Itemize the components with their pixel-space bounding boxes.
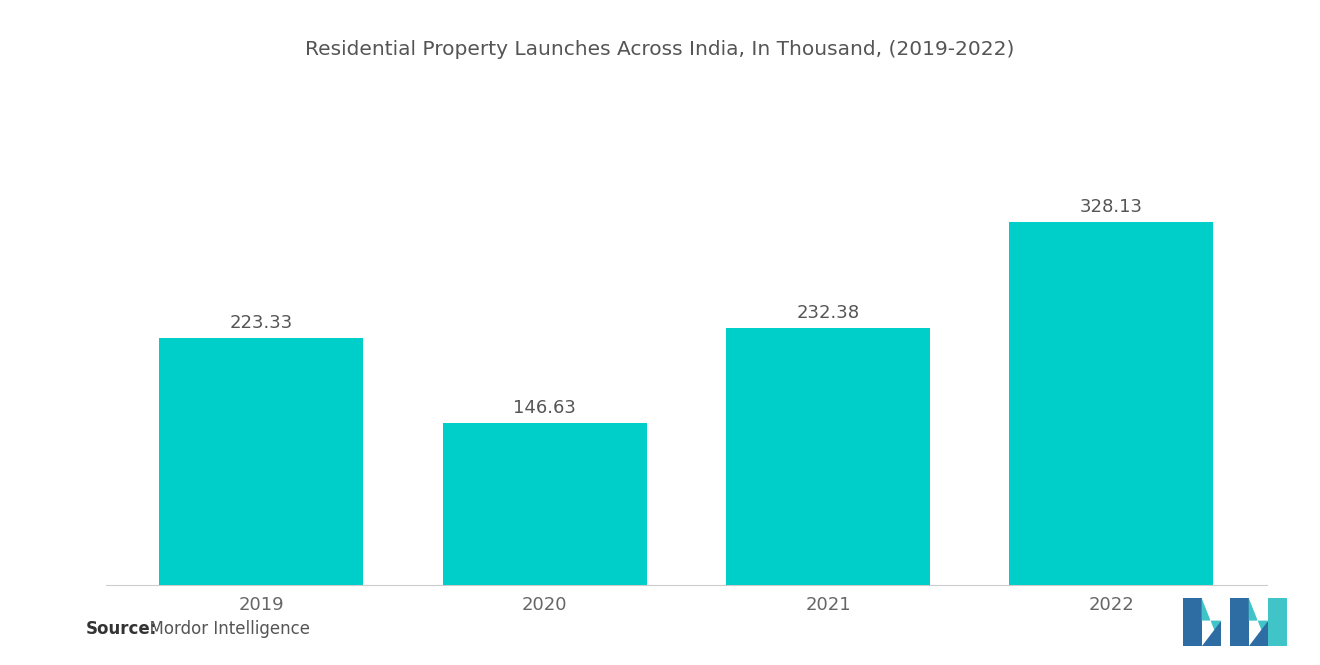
- Polygon shape: [1249, 598, 1267, 646]
- Text: 146.63: 146.63: [513, 399, 576, 417]
- Bar: [1010, 221, 1213, 585]
- Polygon shape: [1267, 598, 1287, 646]
- Polygon shape: [1201, 620, 1221, 646]
- Text: 328.13: 328.13: [1080, 198, 1143, 216]
- Text: Residential Property Launches Across India, In Thousand, (2019-2022): Residential Property Launches Across Ind…: [305, 40, 1015, 59]
- Polygon shape: [1201, 598, 1221, 646]
- Text: Mordor Intelligence: Mordor Intelligence: [139, 620, 310, 638]
- Bar: [442, 423, 647, 585]
- Text: Source:: Source:: [86, 620, 157, 638]
- Polygon shape: [1183, 598, 1201, 646]
- Bar: [160, 338, 363, 585]
- Polygon shape: [1249, 620, 1267, 646]
- Text: 223.33: 223.33: [230, 314, 293, 332]
- Bar: [726, 328, 931, 585]
- Polygon shape: [1230, 598, 1249, 646]
- Text: 232.38: 232.38: [796, 304, 859, 322]
